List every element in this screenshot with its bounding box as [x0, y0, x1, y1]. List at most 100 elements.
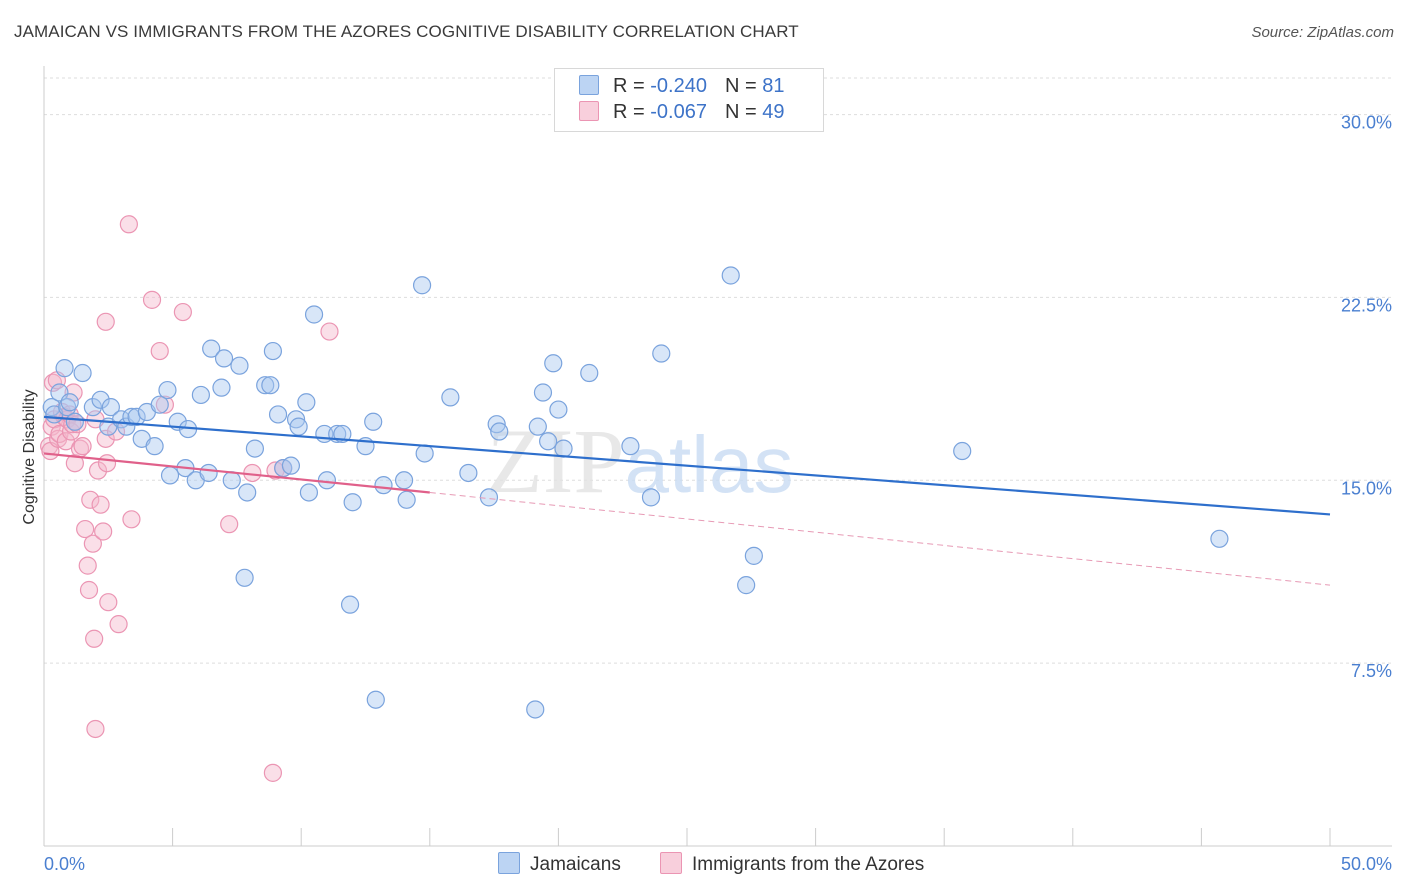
jamaican-point — [101, 398, 120, 417]
trend-lines — [43, 415, 1331, 586]
tick-labels: 7.5% 15.0% 22.5% 30.0% 0.0% 50.0% — [44, 113, 1392, 874]
azores-point — [119, 215, 138, 234]
legend-r-label: R = — [613, 75, 651, 97]
jamaican-point — [415, 444, 434, 463]
jamaican-point — [394, 471, 414, 490]
jamaican-point — [528, 417, 547, 436]
legend-swatch-pink — [579, 101, 599, 121]
azores-point — [78, 556, 97, 575]
watermark-zip: ZIP — [487, 410, 625, 512]
jamaican-point — [212, 378, 231, 397]
jamaican-point — [580, 363, 599, 383]
jamaican-points — [42, 266, 1229, 719]
jamaican-point — [479, 488, 499, 507]
azores-point — [142, 290, 162, 309]
series-legend: Jamaicans Immigrants from the Azores — [0, 852, 1406, 878]
jamaican-point — [397, 490, 416, 509]
legend-r-value: -0.240 — [650, 75, 707, 97]
legend-r-value: -0.067 — [650, 101, 707, 123]
jamaican-point — [65, 412, 84, 431]
jamaican-point — [621, 437, 640, 456]
jamaican-point — [539, 432, 558, 451]
azores-point — [99, 593, 118, 612]
legend-item-jamaicans[interactable]: Jamaicans — [498, 852, 621, 876]
jamaican-point — [230, 356, 249, 375]
jamaican-point — [281, 456, 301, 475]
jamaican-point — [441, 388, 460, 407]
jamaican-point — [297, 393, 316, 412]
jamaican-point — [549, 400, 568, 419]
watermark: ZIPatlas — [487, 410, 794, 512]
jamaican-point — [158, 380, 177, 400]
azores-point — [150, 341, 169, 361]
azores-trend-extension — [429, 491, 1331, 586]
jamaican-point — [245, 439, 265, 458]
legend-swatch-pink — [660, 852, 682, 874]
jamaican-point — [652, 344, 671, 363]
jamaican-point — [490, 422, 509, 441]
azores-trend-line — [43, 452, 430, 494]
azores-point — [50, 424, 69, 444]
jamaican-point — [73, 363, 92, 383]
legend-label-jamaicans: Jamaicans — [530, 854, 621, 875]
azores-point — [122, 510, 141, 529]
chart-title: JAMAICAN VS IMMIGRANTS FROM THE AZORES C… — [14, 22, 799, 41]
x-tick-label: 0.0% — [44, 854, 85, 874]
azores-point — [73, 437, 92, 456]
jamaican-point — [127, 407, 146, 426]
y-tick-label: 30.0% — [1341, 113, 1392, 133]
correlation-legend: R = -0.240 N = 81 R = -0.067 N = 49 — [554, 68, 824, 132]
jamaican-point — [238, 483, 257, 502]
legend-item-azores[interactable]: Immigrants from the Azores — [660, 852, 924, 876]
azores-point — [263, 763, 283, 782]
jamaican-point — [222, 471, 241, 490]
azores-point — [220, 515, 239, 534]
jamaican-point — [160, 466, 180, 485]
jamaican-point — [304, 305, 324, 324]
watermark-atlas: atlas — [625, 420, 794, 509]
azores-point — [79, 580, 99, 600]
jamaican-point — [554, 439, 573, 458]
jamaican-point — [199, 463, 218, 483]
source-label: Source: ZipAtlas.com — [1251, 24, 1394, 41]
legend-row-azores: R = -0.067 N = 49 — [579, 101, 784, 127]
jamaican-point — [412, 276, 432, 295]
jamaican-point — [721, 266, 740, 285]
jamaican-point — [366, 690, 385, 709]
legend-n-label: N = — [724, 75, 763, 97]
jamaican-point — [145, 437, 164, 456]
azores-point — [320, 322, 339, 341]
jamaican-point — [256, 376, 275, 395]
jamaican-point — [83, 398, 102, 417]
azores-points — [40, 215, 339, 782]
azores-point — [109, 615, 128, 634]
jamaican-point — [286, 410, 306, 429]
azores-point — [61, 422, 81, 441]
jamaican-point — [268, 405, 288, 424]
jamaican-point — [150, 395, 169, 414]
jamaican-point — [235, 568, 254, 587]
jamaican-point — [343, 493, 362, 512]
jamaican-point — [340, 595, 360, 614]
jamaican-point — [299, 483, 319, 502]
legend-label-azores: Immigrants from the Azores — [692, 854, 925, 875]
jamaican-point — [533, 383, 553, 402]
jamaican-point — [289, 417, 308, 436]
azores-point — [97, 454, 117, 473]
jamaican-point — [737, 576, 756, 595]
azores-point — [96, 312, 115, 331]
jamaican-point — [60, 393, 79, 412]
jamaican-point — [58, 398, 77, 417]
jamaican-point — [42, 398, 61, 417]
jamaican-point — [459, 463, 478, 483]
y-axis-label: Cognitive Disability — [21, 389, 38, 524]
jamaican-point — [744, 546, 763, 565]
azores-point — [56, 432, 75, 451]
jamaican-point — [1210, 529, 1229, 548]
legend-r-label: R = — [613, 101, 651, 123]
y-tick-label: 7.5% — [1351, 661, 1392, 681]
jamaican-point — [544, 354, 563, 373]
legend-row-jamaicans: R = -0.240 N = 81 — [579, 75, 784, 101]
jamaican-point — [487, 415, 506, 434]
